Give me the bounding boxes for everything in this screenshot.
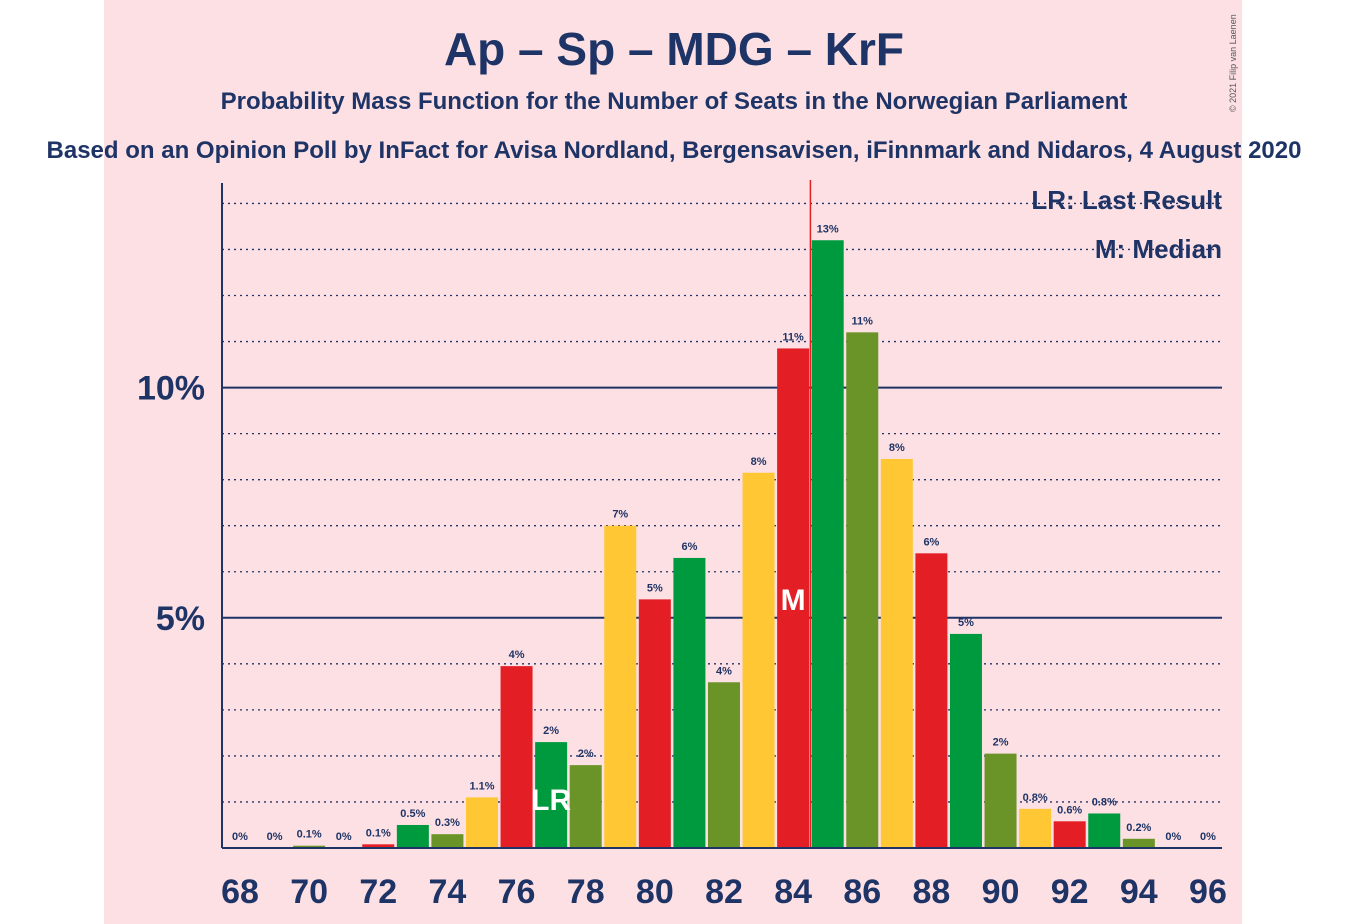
bar-seat-94 xyxy=(1122,838,1155,848)
x-tick-label: 94 xyxy=(1120,873,1158,911)
bar-label-91: 0.8% xyxy=(1023,792,1048,804)
x-tick-label: 70 xyxy=(290,873,328,911)
bar-label-93: 0.8% xyxy=(1092,796,1117,808)
bar-seat-75 xyxy=(465,797,498,848)
bar-seat-79 xyxy=(604,525,637,848)
x-tick-label: 80 xyxy=(636,873,674,911)
bar-label-96: 0% xyxy=(1200,831,1216,843)
bar-label-88: 6% xyxy=(923,536,939,548)
legend-last-result: LR: Last Result xyxy=(1031,185,1222,215)
bar-label-84: 11% xyxy=(782,331,804,343)
y-tick-label: 5% xyxy=(156,600,205,638)
chart-title: Ap – Sp – MDG – KrF xyxy=(443,23,905,75)
bar-seat-81 xyxy=(673,557,706,848)
bar-label-89: 5% xyxy=(958,617,974,629)
x-tick-label: 86 xyxy=(843,873,881,911)
bar-label-79: 7% xyxy=(612,509,628,521)
bar-label-74: 0.3% xyxy=(435,817,460,829)
legend: LR: Last Result M: Median xyxy=(1031,185,1222,264)
bar-seat-87 xyxy=(880,458,913,848)
bar-seat-82 xyxy=(707,682,740,848)
bar-label-69: 0% xyxy=(267,831,283,843)
bar-label-86: 11% xyxy=(852,315,874,327)
bar-label-82: 4% xyxy=(716,665,732,677)
bar-label-80: 5% xyxy=(647,582,663,594)
bar-seat-80 xyxy=(638,599,671,848)
bar-label-92: 0.6% xyxy=(1057,804,1082,816)
bar-label-68: 0% xyxy=(232,831,248,843)
bar-seat-91 xyxy=(1019,808,1052,848)
bar-label-76: 4% xyxy=(509,649,525,661)
bar-label-94: 0.2% xyxy=(1126,822,1151,834)
last-result-marker: LR xyxy=(531,784,571,817)
x-tick-label: 68 xyxy=(221,873,259,911)
x-tick-label: 76 xyxy=(498,873,536,911)
bar-seat-83 xyxy=(742,472,775,848)
x-tick-label: 88 xyxy=(912,873,950,911)
bar-label-73: 0.5% xyxy=(400,808,425,820)
bar-label-71: 0% xyxy=(336,831,352,843)
x-tick-label: 72 xyxy=(359,873,397,911)
chart-background xyxy=(104,0,1242,924)
bar-label-81: 6% xyxy=(681,541,697,553)
bar-seat-74 xyxy=(431,834,464,848)
x-tick-label: 74 xyxy=(429,873,467,911)
bar-seat-72 xyxy=(362,844,395,848)
bar-label-70: 0.1% xyxy=(297,829,322,841)
bar-seat-88 xyxy=(915,553,948,848)
bar-seat-76 xyxy=(500,666,533,848)
bars: 0% 0% 0.1% 0% 0.1% 0.5% 0.3% 1.1% 4% 2% 2% 7% 5% 6% 4%… xyxy=(232,180,1216,848)
legend-median: M: Median xyxy=(1095,234,1222,264)
bar-label-72: 0.1% xyxy=(366,827,391,839)
chart-source: Based on an Opinion Poll by InFact for A… xyxy=(46,137,1302,164)
bar-seat-90 xyxy=(984,753,1017,848)
bar-label-95: 0% xyxy=(1165,831,1181,843)
y-tick-label: 10% xyxy=(137,370,205,408)
bar-seat-78 xyxy=(569,765,602,848)
chart-subtitle: Probability Mass Function for the Number… xyxy=(220,88,1128,115)
bar-seat-77 xyxy=(535,742,568,848)
bar-seat-73 xyxy=(396,824,429,848)
bar-label-75: 1.1% xyxy=(469,780,494,792)
tick-labels: 5% 10% 68 70 72 74 76 78 80 82 84 86 88 90 92 94 96 xyxy=(137,370,1227,911)
x-tick-label: 90 xyxy=(982,873,1020,911)
bar-label-85: 13% xyxy=(817,223,839,235)
bar-label-87: 8% xyxy=(889,442,905,454)
x-tick-label: 92 xyxy=(1051,873,1089,911)
x-tick-label: 78 xyxy=(567,873,605,911)
bar-seat-89 xyxy=(949,633,982,848)
bar-seat-86 xyxy=(846,332,879,848)
bar-seat-93 xyxy=(1088,813,1121,848)
x-tick-label: 84 xyxy=(774,873,812,911)
bar-label-90: 2% xyxy=(993,737,1009,749)
bar-seat-85 xyxy=(811,240,844,848)
bar-seat-92 xyxy=(1053,821,1086,848)
bar-seat-84 xyxy=(777,348,810,848)
x-tick-label: 96 xyxy=(1189,873,1227,911)
bar-label-83: 8% xyxy=(751,456,767,468)
bar-seat-70 xyxy=(293,845,326,848)
bar-label-78: 2% xyxy=(578,748,594,760)
median-marker: M xyxy=(781,584,806,617)
bar-label-77: 2% xyxy=(543,725,559,737)
axes xyxy=(221,183,1222,849)
x-tick-label: 82 xyxy=(705,873,743,911)
